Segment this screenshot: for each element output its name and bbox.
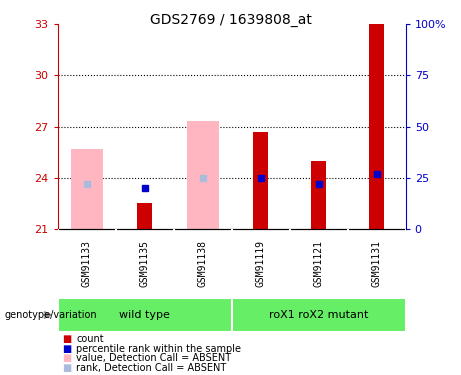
Bar	[137, 203, 152, 229]
Text: GSM91119: GSM91119	[256, 240, 266, 287]
Text: ■: ■	[62, 354, 71, 363]
Text: GSM91135: GSM91135	[140, 240, 150, 287]
Text: GSM91133: GSM91133	[82, 240, 92, 287]
Bar	[369, 24, 384, 229]
Text: percentile rank within the sample: percentile rank within the sample	[76, 344, 241, 354]
Text: ■: ■	[62, 344, 71, 354]
Bar	[254, 132, 268, 229]
Bar	[231, 298, 406, 332]
Text: wild type: wild type	[119, 310, 170, 320]
Bar	[187, 122, 219, 229]
Text: GSM91131: GSM91131	[372, 240, 382, 287]
Text: ■: ■	[62, 334, 71, 344]
Text: value, Detection Call = ABSENT: value, Detection Call = ABSENT	[76, 354, 231, 363]
Bar	[71, 149, 103, 229]
Text: GDS2769 / 1639808_at: GDS2769 / 1639808_at	[149, 13, 312, 27]
Text: GSM91121: GSM91121	[313, 240, 324, 287]
Bar	[58, 298, 231, 332]
Text: GSM91138: GSM91138	[198, 240, 207, 287]
Text: genotype/variation: genotype/variation	[5, 310, 97, 320]
Text: roX1 roX2 mutant: roX1 roX2 mutant	[269, 310, 368, 320]
Bar	[312, 160, 326, 229]
Text: count: count	[76, 334, 104, 344]
Text: ■: ■	[62, 363, 71, 373]
Text: rank, Detection Call = ABSENT: rank, Detection Call = ABSENT	[76, 363, 226, 373]
